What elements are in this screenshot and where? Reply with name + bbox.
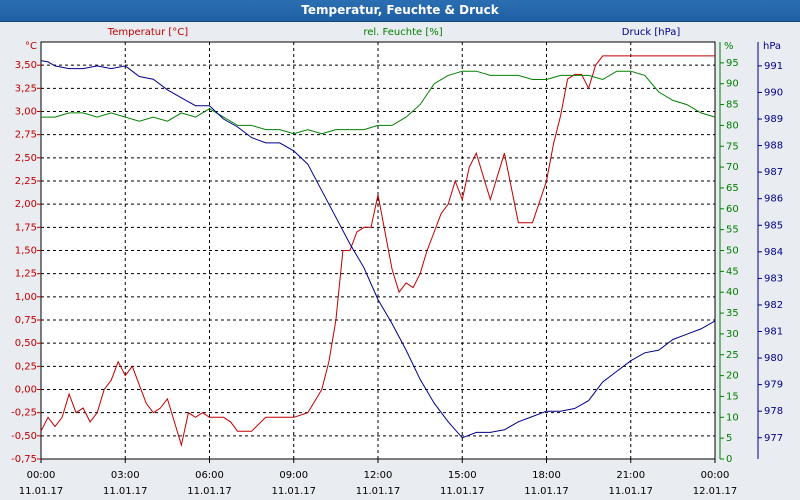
- temperature-tick-label: 1,75: [15, 222, 37, 233]
- temperature-tick-label: -0,25: [11, 408, 37, 419]
- pressure-tick-label: 986: [764, 194, 783, 205]
- temperature-tick-label: 2,00: [15, 199, 37, 210]
- humidity-tick-label: 40: [726, 287, 739, 298]
- x-tick-date: 11.01.17: [103, 486, 148, 497]
- temperature-unit: °C: [25, 41, 37, 52]
- temperature-tick-label: 1,00: [15, 292, 37, 303]
- x-tick-date: 11.01.17: [524, 486, 569, 497]
- pressure-tick-label: 978: [764, 406, 783, 417]
- chart-svg: 00:00 11.01.17 03:00 11.01.17 06:00 11.01.17 0…: [11, 27, 783, 497]
- temperature-tick-label: 2,50: [15, 153, 37, 164]
- temperature-tick-label: 1,25: [15, 269, 37, 280]
- humidity-tick-label: 0: [726, 454, 732, 465]
- x-tick-time: 15:00: [448, 470, 477, 481]
- humidity-tick-label: 20: [726, 371, 739, 382]
- humidity-tick-label: 35: [726, 308, 739, 319]
- x-tick-date: 12.01.17: [693, 486, 738, 497]
- window-title: Temperatur, Feuchte & Druck: [301, 3, 499, 17]
- humidity-tick-label: 85: [726, 100, 739, 111]
- x-tick-time: 09:00: [279, 470, 308, 481]
- humidity-tick-label: 55: [726, 225, 739, 236]
- temperature-tick-label: 3,00: [15, 107, 37, 118]
- humidity-tick-label: 10: [726, 412, 739, 423]
- humidity-tick-label: 80: [726, 120, 739, 131]
- temperature-tick-label: 0,50: [15, 338, 37, 349]
- pressure-tick-label: 983: [764, 273, 783, 284]
- temperature-tick-label: 1,50: [15, 246, 37, 257]
- x-tick-time: 12:00: [364, 470, 393, 481]
- humidity-tick-label: 90: [726, 79, 739, 90]
- axes: 00:00 11.01.17 03:00 11.01.17 06:00 11.01.17 0…: [11, 42, 783, 497]
- temperature-axis-label: Temperatur [°C]: [107, 27, 188, 38]
- pressure-unit: hPa: [763, 41, 781, 52]
- pressure-tick-label: 990: [764, 87, 783, 98]
- x-tick-time: 06:00: [195, 470, 224, 481]
- pressure-tick-label: 981: [764, 327, 783, 338]
- pressure-tick-label: 977: [764, 433, 783, 444]
- pressure-tick-label: 987: [764, 167, 783, 178]
- temperature-tick-label: 2,75: [15, 130, 37, 141]
- temperature-tick-label: -0,75: [11, 454, 37, 465]
- temperature-tick-label: 3,25: [15, 83, 37, 94]
- pressure-series-line: [40, 60, 716, 439]
- x-tick-time: 00:00: [701, 470, 730, 481]
- pressure-tick-label: 982: [764, 300, 783, 311]
- pressure-tick-label: 984: [764, 247, 783, 258]
- humidity-tick-label: 50: [726, 246, 739, 257]
- series-group: [40, 55, 716, 448]
- humidity-tick-label: 60: [726, 204, 739, 215]
- x-tick-time: 03:00: [111, 470, 140, 481]
- humidity-tick-label: 65: [726, 183, 739, 194]
- temperature-tick-label: 0,75: [15, 315, 37, 326]
- title-bar: Temperatur, Feuchte & Druck: [0, 0, 800, 22]
- humidity-tick-label: 15: [726, 391, 739, 402]
- temperature-tick-label: 0,25: [15, 361, 37, 372]
- humidity-unit: %: [724, 41, 734, 52]
- humidity-tick-label: 30: [726, 329, 739, 340]
- x-tick-date: 11.01.17: [440, 486, 485, 497]
- humidity-tick-label: 5: [726, 433, 732, 444]
- x-tick-date: 11.01.17: [608, 486, 653, 497]
- humidity-axis-label: rel. Feuchte [%]: [363, 27, 442, 38]
- temperature-tick-label: -0,50: [11, 431, 37, 442]
- x-tick-date: 11.01.17: [19, 486, 64, 497]
- temperature-tick-label: 0,00: [15, 385, 37, 396]
- pressure-tick-label: 985: [764, 220, 783, 231]
- humidity-tick-label: 45: [726, 266, 739, 277]
- temperature-tick-label: 3,50: [15, 60, 37, 71]
- pressure-tick-label: 989: [764, 114, 783, 125]
- x-tick-time: 18:00: [532, 470, 561, 481]
- temperature-series-line: [40, 55, 715, 448]
- pressure-tick-label: 980: [764, 353, 783, 364]
- humidity-tick-label: 70: [726, 162, 739, 173]
- grid: [41, 42, 715, 460]
- x-tick-time: 21:00: [616, 470, 645, 481]
- humidity-tick-label: 75: [726, 141, 739, 152]
- x-tick-date: 11.01.17: [356, 486, 401, 497]
- humidity-series-line: [41, 70, 716, 135]
- x-tick-date: 11.01.17: [187, 486, 232, 497]
- humidity-tick-label: 95: [726, 58, 739, 69]
- pressure-tick-label: 979: [764, 380, 783, 391]
- x-tick-time: 00:00: [27, 470, 56, 481]
- temperature-tick-label: 2,25: [15, 176, 37, 187]
- humidity-tick-label: 25: [726, 350, 739, 361]
- pressure-axis-label: Druck [hPa]: [622, 27, 681, 38]
- x-tick-date: 11.01.17: [271, 486, 316, 497]
- pressure-tick-label: 991: [764, 61, 783, 72]
- pressure-tick-label: 988: [764, 141, 783, 152]
